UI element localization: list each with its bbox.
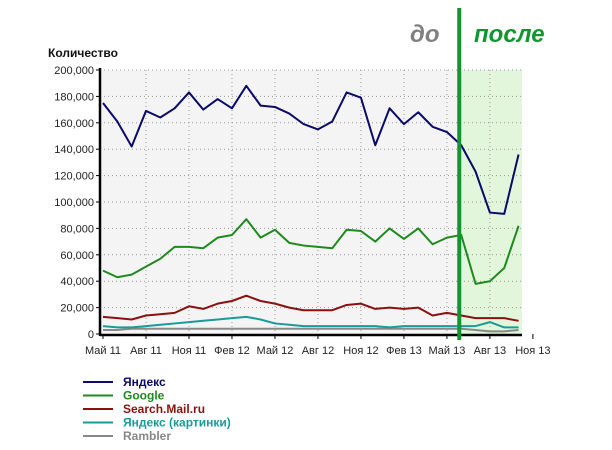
legend-label: Яндекс [123,375,166,389]
y-tick-label: 120,000 [54,171,94,183]
y-tick-label: 180,000 [54,91,94,103]
x-tick-label: Авг 11 [130,345,162,357]
y-tick-label: 20,000 [60,303,94,315]
x-tick-label: Авг 12 [302,345,334,357]
y-tick-label: 100,000 [54,197,94,209]
y-tick-label: 160,000 [54,118,94,130]
x-tick-label: Май 12 [257,345,294,357]
y-tick-label: 0 [88,329,94,341]
y-tick-label: 200,000 [54,65,94,77]
x-tick-label: Фев 12 [214,345,250,357]
legend-label: Яндекс (картинки) [123,416,231,430]
before-label: до [410,21,440,48]
series-line-rambler [103,327,519,333]
y-tick-label: 60,000 [60,250,94,262]
x-tick-label: Май 13 [428,345,465,357]
after-label: после [474,21,545,48]
legend-label: Rambler [123,429,171,443]
series-line-яндекс [102,84,520,215]
y-tick-label: 80,000 [60,223,94,235]
x-tick-label: Ноя 13 [515,345,550,357]
plot-background [100,70,522,334]
x-tick-label: Ноя 12 [343,345,378,357]
y-tick-label: 40,000 [60,276,94,288]
legend-label: Google [123,389,165,403]
after-period-shade [459,70,522,334]
legend-label: Search.Mail.ru [123,402,205,416]
x-tick-label: Май 11 [85,345,121,357]
series-line-яндекс-картинки- [102,315,519,329]
series-line-search-mail-ru [102,294,519,322]
x-tick-label: Фев 13 [386,345,422,357]
y-tick-label: 140,000 [54,144,94,156]
y-axis-label: Количество [48,46,118,60]
x-tick-label: Авг 13 [474,345,506,357]
x-tick-label: Ноя 11 [172,345,207,357]
series-line-google [102,218,520,285]
